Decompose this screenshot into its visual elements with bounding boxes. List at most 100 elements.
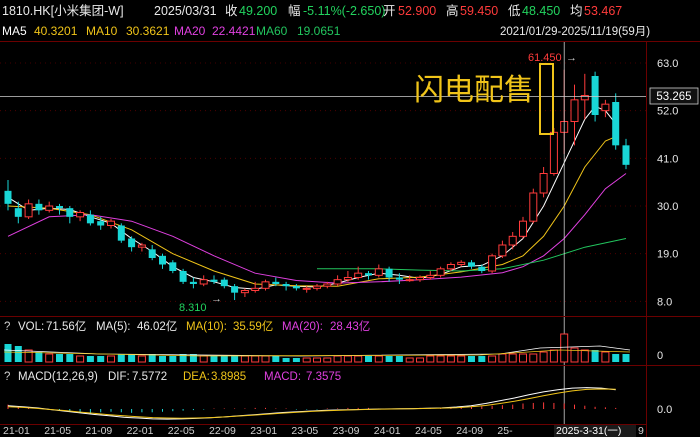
volume-ma10-line [3,349,631,357]
volume-bar [220,356,228,362]
x-axis: 21-01 21-05 21-09 22-01 22-05 22-09 23-01 23-05… [0,424,646,437]
header-change-label: 幅 [288,3,301,18]
ma10-value: 30.3621 [126,24,170,38]
volume-bar [24,349,33,363]
candle-body [107,220,115,227]
candle-body [261,281,270,289]
y-tick-label: 63.0 [657,58,678,70]
header-close-label: 收 [225,4,238,18]
volume-bar [128,354,136,362]
candle-body [169,262,177,271]
x-tick-label: 22-09 [209,425,236,437]
candle-body [426,274,435,279]
volume-bar [4,344,12,362]
candle-body [478,266,486,271]
volume-bar [374,355,383,363]
volume-bar [302,357,311,363]
price-pane: 63.0 52.0 41.0 30.0 19.0 8.0 [0,41,700,437]
volume-bar [416,357,424,363]
x-last-label: 9 [638,425,644,437]
candle-body [374,268,383,276]
volume-bar [189,354,197,362]
volume-bar [107,355,115,363]
vol-ma20-label: MA(20): [282,321,323,333]
ma-line-ma5 [7,105,617,290]
volume-bar [117,354,125,362]
x-tick-label: 23-09 [333,425,360,437]
candlesticks [4,69,630,301]
candle-body [313,285,321,289]
volume-bar [97,356,105,362]
volume-bar [436,355,445,363]
y-tick-label: 8.0 [657,296,672,308]
volume-bar [45,353,54,363]
volume-bar [261,355,270,363]
x-tick-label: 24-09 [456,425,483,437]
candle-body [343,277,352,281]
ma20-label: MA20 [174,24,206,38]
candle-body [282,284,290,287]
candle-body [580,95,589,101]
candle-body [137,244,146,248]
candle-body [436,268,445,276]
ma60-value: 19.0651 [297,24,341,38]
volume-bar [468,356,475,362]
candle-body [549,131,558,174]
header-high-value: 59.450 [460,4,498,18]
volume-bar [56,354,63,362]
volume-bar [231,356,239,362]
volume-bar [292,358,300,362]
volume-bar [488,355,497,363]
volume-bar [354,355,363,363]
low-mark-label: 8.310 [179,302,207,314]
ma5-label: MA5 [2,24,27,38]
x-tick-label: 21-01 [3,425,30,437]
volume-bar [169,356,177,362]
candle-body [272,281,280,284]
candle-body [601,103,610,112]
x-tick-label: 24-01 [374,425,401,437]
volume-bar [272,356,280,362]
candle-body [354,272,363,278]
candle-body [45,205,54,211]
x-tick-label: 22-01 [127,425,154,437]
volume-bar [591,350,599,362]
candle-body [365,273,372,276]
volume-bar [446,355,455,363]
candle-body [622,145,630,165]
vol-axis-zero: 0 [657,350,663,362]
candle-body [529,192,538,222]
volume-bar [179,354,187,362]
candle-body [323,283,332,287]
volume-bar [251,355,260,363]
volume-bar [365,356,372,362]
volume-bar [612,354,620,362]
volume-bar [580,349,589,363]
volume-bar [549,349,558,363]
x-tick-label: 23-01 [250,425,277,437]
header-date: 2025/03/31 [154,4,217,18]
candle-body [210,279,218,282]
volume-bar [86,356,94,362]
volume-bar [457,355,466,363]
candle-body [199,279,208,285]
ma20-value: 22.4421 [212,24,256,38]
volume-bar [395,356,403,362]
vol-ma10-value: 35.59亿 [233,320,273,333]
header-high-label: 高 [446,3,459,18]
y-tick-label: 52.0 [657,106,678,118]
x-tick-label: 24-05 [415,425,442,437]
candle-body [66,208,74,217]
candle-body [14,208,22,217]
ma10-label: MA10 [86,24,118,38]
x-tick-label: 21-09 [85,425,112,437]
volume-bar [539,351,548,363]
price-axis: 63.0 52.0 41.0 30.0 19.0 8.0 [657,58,678,308]
candle-body [56,206,63,209]
volume-bar [199,355,208,363]
volume-bar [343,355,352,363]
candle-body [231,286,239,293]
vol-label: VOL: [18,321,44,333]
macd-macd-label: MACD: [264,371,301,383]
volume-bar [498,353,507,363]
